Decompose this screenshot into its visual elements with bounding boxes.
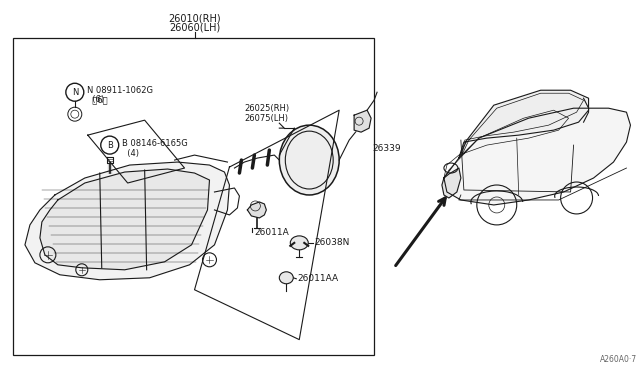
Text: む6め: む6め bbox=[87, 96, 108, 105]
Text: B: B bbox=[107, 141, 113, 150]
Text: (4): (4) bbox=[122, 148, 139, 158]
Polygon shape bbox=[40, 169, 209, 270]
Bar bbox=[13, 38, 374, 355]
Text: B 08146-6165G: B 08146-6165G bbox=[122, 139, 188, 148]
Ellipse shape bbox=[291, 236, 308, 250]
Polygon shape bbox=[442, 168, 461, 198]
Text: A260A0·7: A260A0·7 bbox=[600, 355, 637, 364]
Text: N 08911-1062G: N 08911-1062G bbox=[87, 86, 153, 95]
Ellipse shape bbox=[279, 125, 339, 195]
Polygon shape bbox=[459, 90, 589, 158]
Polygon shape bbox=[354, 110, 371, 132]
Polygon shape bbox=[248, 202, 266, 218]
Text: 26075(LH): 26075(LH) bbox=[244, 114, 289, 123]
Text: 26038N: 26038N bbox=[314, 238, 349, 247]
Text: 26060(LH): 26060(LH) bbox=[169, 22, 220, 32]
Text: 26010(RH): 26010(RH) bbox=[168, 13, 221, 23]
Text: 26011A: 26011A bbox=[254, 228, 289, 237]
Text: 26011AA: 26011AA bbox=[297, 274, 339, 283]
Polygon shape bbox=[444, 108, 630, 205]
Text: N: N bbox=[72, 88, 78, 97]
Text: 26025(RH): 26025(RH) bbox=[244, 104, 289, 113]
Polygon shape bbox=[25, 162, 229, 280]
Polygon shape bbox=[462, 93, 584, 155]
Ellipse shape bbox=[279, 272, 293, 284]
Text: (6): (6) bbox=[87, 95, 104, 104]
Text: 26339: 26339 bbox=[372, 144, 401, 153]
